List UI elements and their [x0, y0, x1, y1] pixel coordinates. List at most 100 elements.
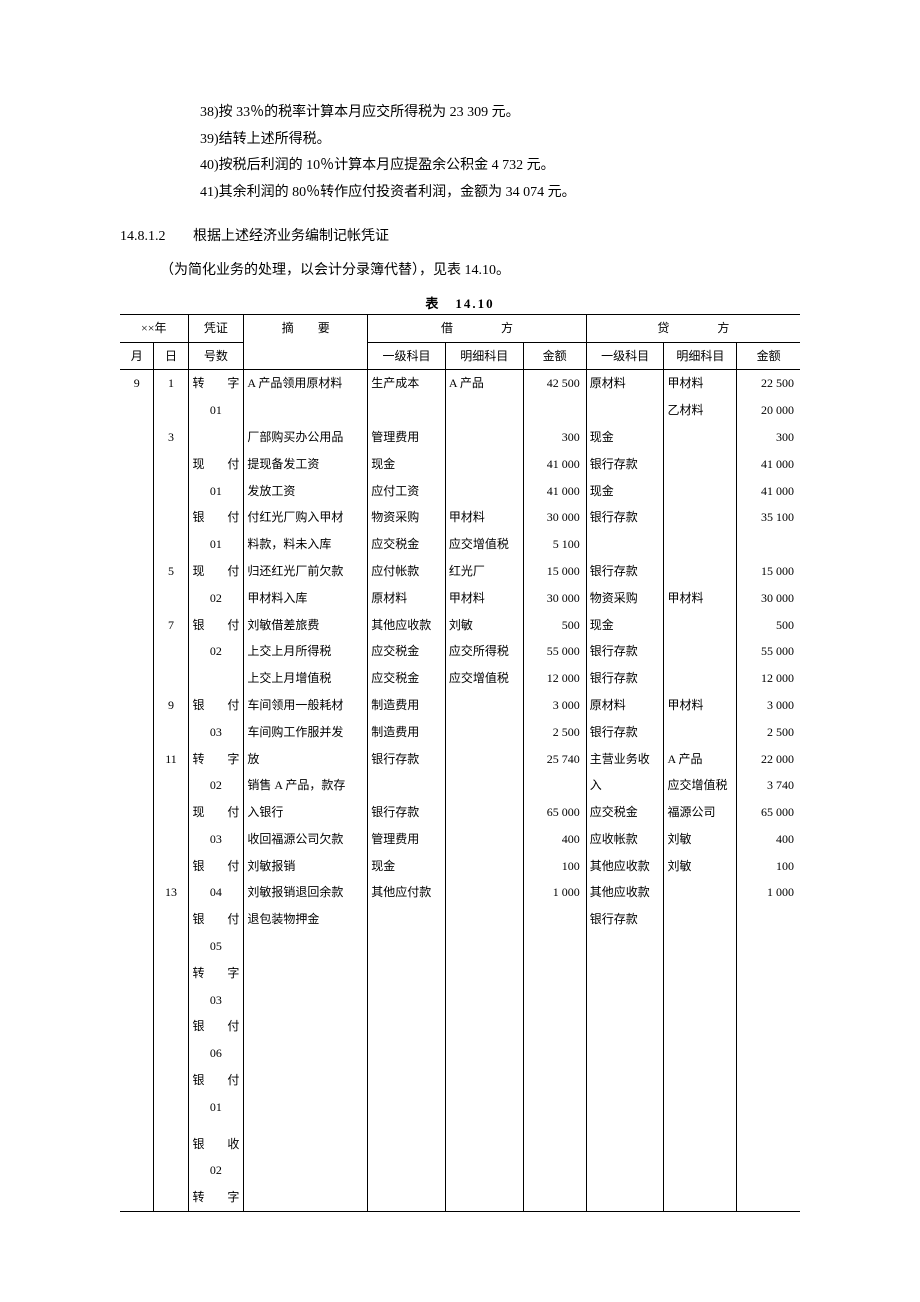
cell-credit-sub1: 原材料	[586, 370, 664, 397]
cell-day	[154, 1013, 188, 1040]
cell-day	[154, 478, 188, 505]
cell-credit-sub2	[664, 719, 737, 746]
cell-month	[120, 612, 154, 639]
cell-day	[154, 585, 188, 612]
preamble-block: 38)按 33％的税率计算本月应交所得税为 23 309 元。 39)结转上述所…	[200, 100, 800, 206]
cell-credit-sub1: 原材料	[586, 692, 664, 719]
cell-credit-sub2: A 产品	[664, 746, 737, 773]
cell-debit-amt: 41 000	[523, 478, 586, 505]
section-number: 14.8.1.2	[120, 224, 166, 249]
table-row: 现 付入银行银行存款65 000应交税金福源公司65 000	[120, 799, 800, 826]
cell-credit-amt	[737, 531, 800, 558]
cell-debit-amt	[523, 397, 586, 424]
cell-voucher	[188, 665, 244, 692]
table-row: 01料款，料未入库应交税金应交增值税5 100	[120, 531, 800, 558]
cell-voucher: 银 付	[188, 1013, 244, 1040]
cell-debit-amt: 55 000	[523, 638, 586, 665]
table-row: 11转 字放银行存款25 740主营业务收A 产品22 000	[120, 746, 800, 773]
cell-summary: 销售 A 产品，款存	[244, 772, 368, 799]
cell-debit-sub2	[445, 1184, 523, 1211]
cell-debit-sub2	[445, 1040, 523, 1067]
cell-credit-amt	[737, 1013, 800, 1040]
cell-month	[120, 1013, 154, 1040]
table-row: 01乙材料20 000	[120, 397, 800, 424]
cell-credit-amt: 2 500	[737, 719, 800, 746]
cell-voucher: 现 付	[188, 558, 244, 585]
cell-debit-amt: 42 500	[523, 370, 586, 397]
cell-credit-sub2	[664, 451, 737, 478]
cell-debit-sub2	[445, 1157, 523, 1184]
cell-debit-sub1	[368, 933, 446, 960]
cell-credit-amt: 20 000	[737, 397, 800, 424]
cell-voucher: 现 付	[188, 451, 244, 478]
cell-credit-amt: 30 000	[737, 585, 800, 612]
cell-credit-sub2	[664, 558, 737, 585]
cell-debit-sub1: 应交税金	[368, 665, 446, 692]
cell-day	[154, 799, 188, 826]
cell-day	[154, 1131, 188, 1158]
cell-credit-sub1	[586, 933, 664, 960]
cell-summary	[244, 987, 368, 1014]
cell-month	[120, 531, 154, 558]
cell-voucher: 04	[188, 879, 244, 906]
cell-credit-sub2: 甲材料	[664, 692, 737, 719]
cell-month	[120, 424, 154, 451]
cell-credit-sub2	[664, 1040, 737, 1067]
cell-credit-sub1	[586, 1067, 664, 1094]
table-row: 02上交上月所得税应交税金应交所得税55 000银行存款55 000	[120, 638, 800, 665]
cell-debit-sub2	[445, 746, 523, 773]
cell-debit-sub2	[445, 987, 523, 1014]
cell-debit-sub2	[445, 1013, 523, 1040]
cell-debit-sub1	[368, 397, 446, 424]
cell-summary: 料款，料未入库	[244, 531, 368, 558]
cell-summary	[244, 397, 368, 424]
cell-credit-sub1: 应收帐款	[586, 826, 664, 853]
cell-voucher: 01	[188, 531, 244, 558]
cell-debit-amt	[523, 1131, 586, 1158]
cell-month	[120, 826, 154, 853]
preamble-line: 38)按 33％的税率计算本月应交所得税为 23 309 元。	[200, 100, 800, 127]
hdr-d-sub1: 一级科目	[368, 342, 446, 370]
cell-debit-amt: 100	[523, 853, 586, 880]
cell-summary	[244, 1121, 368, 1131]
table-row: 银 付	[120, 1013, 800, 1040]
cell-voucher: 06	[188, 1040, 244, 1067]
cell-credit-sub2	[664, 1121, 737, 1131]
cell-credit-amt: 1 000	[737, 879, 800, 906]
cell-credit-amt	[737, 1121, 800, 1131]
cell-day	[154, 638, 188, 665]
cell-day	[154, 504, 188, 531]
cell-month	[120, 853, 154, 880]
cell-day: 13	[154, 879, 188, 906]
cell-summary: 车间领用一般耗材	[244, 692, 368, 719]
cell-debit-sub1: 管理费用	[368, 424, 446, 451]
cell-debit-amt: 30 000	[523, 585, 586, 612]
cell-day	[154, 826, 188, 853]
cell-month	[120, 692, 154, 719]
cell-debit-sub1	[368, 1040, 446, 1067]
cell-credit-amt: 100	[737, 853, 800, 880]
cell-month: 9	[120, 370, 154, 397]
cell-month	[120, 1157, 154, 1184]
cell-debit-amt	[523, 1184, 586, 1211]
cell-voucher: 03	[188, 987, 244, 1014]
cell-voucher: 01	[188, 397, 244, 424]
cell-credit-sub1	[586, 1094, 664, 1121]
cell-debit-amt: 12 000	[523, 665, 586, 692]
cell-debit-sub2	[445, 719, 523, 746]
cell-credit-sub1	[586, 1131, 664, 1158]
cell-debit-sub1: 银行存款	[368, 799, 446, 826]
cell-debit-sub2	[445, 933, 523, 960]
cell-debit-amt	[523, 1094, 586, 1121]
table-row: 03收回福源公司欠款管理费用400应收帐款刘敏400	[120, 826, 800, 853]
cell-voucher: 银 付	[188, 612, 244, 639]
table-row	[120, 1121, 800, 1131]
table-row: 02甲材料入库原材料甲材料30 000物资采购甲材料30 000	[120, 585, 800, 612]
cell-credit-sub1	[586, 1184, 664, 1211]
cell-day	[154, 1067, 188, 1094]
cell-debit-sub2	[445, 397, 523, 424]
cell-debit-sub1	[368, 1121, 446, 1131]
cell-credit-sub1: 物资采购	[586, 585, 664, 612]
cell-credit-amt: 35 100	[737, 504, 800, 531]
cell-credit-sub2: 刘敏	[664, 826, 737, 853]
